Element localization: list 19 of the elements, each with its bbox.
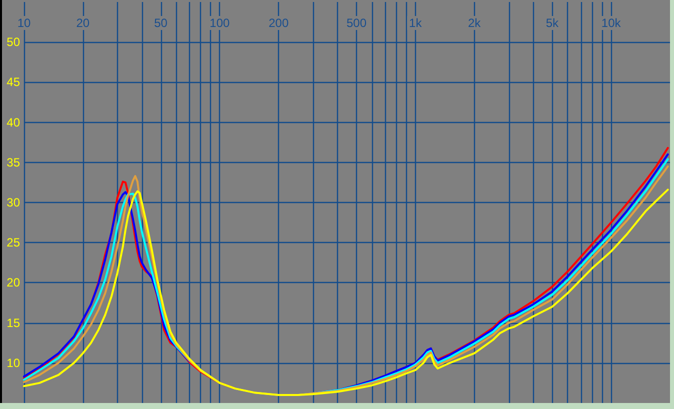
x-tick-label: 10 [17, 16, 31, 30]
y-tick-label: 10 [6, 356, 20, 370]
y-tick-label: 30 [6, 196, 20, 210]
x-tick-label: 20 [76, 16, 90, 30]
x-tick-label: 1k [409, 16, 423, 30]
y-tick-label: 15 [6, 316, 20, 330]
y-tick-label: 35 [6, 155, 20, 170]
x-tick-label: 500 [346, 16, 367, 30]
x-tick-label: 100 [210, 16, 230, 30]
y-tick-label: 40 [6, 115, 20, 130]
y-tick-label: 45 [6, 75, 20, 90]
x-tick-label: 200 [268, 16, 289, 30]
y-tick-label: 50 [6, 35, 20, 50]
x-tick-label: 50 [154, 16, 168, 30]
x-tick-label: 2k [468, 16, 482, 30]
y-tick-label: 20 [6, 276, 20, 290]
x-tick-label: 5k [546, 16, 560, 30]
y-tick-label: 25 [6, 236, 20, 250]
x-tick-label: 10k [601, 16, 622, 30]
